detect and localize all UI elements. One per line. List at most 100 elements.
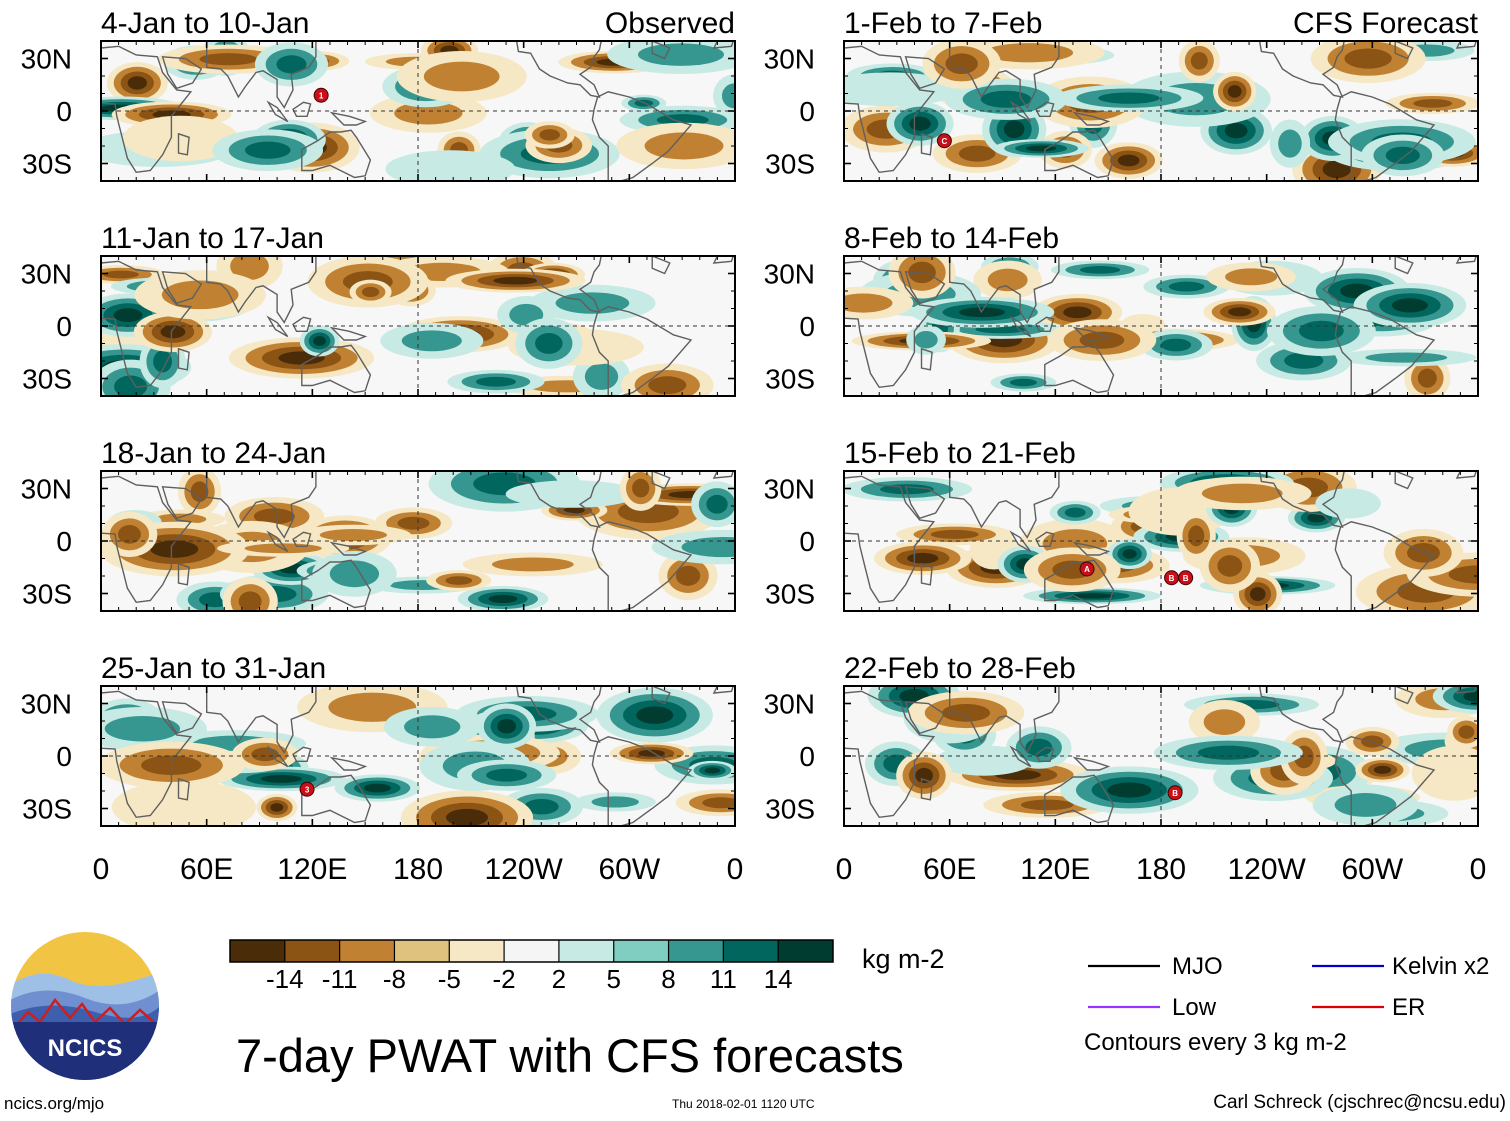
- coastline: [1258, 471, 1345, 528]
- lat-label: 30S: [765, 364, 815, 395]
- anomaly-contour: [1411, 745, 1478, 801]
- lat-label: 30S: [22, 364, 72, 395]
- anomaly-contour: [113, 308, 143, 323]
- coastline: [651, 41, 671, 60]
- storm-label: B: [1183, 574, 1189, 583]
- anomaly-contour: [1201, 483, 1283, 504]
- coastline: [1394, 256, 1414, 275]
- anomaly-contour: [446, 808, 489, 826]
- lat-label: 0: [56, 526, 72, 557]
- coastline: [920, 132, 933, 156]
- anomaly-contour: [1098, 92, 1160, 104]
- storm-label: B: [1172, 789, 1178, 798]
- coastline: [712, 41, 734, 49]
- coastline: [1044, 129, 1115, 179]
- coastline: [329, 111, 368, 126]
- anomaly-contour: [1413, 99, 1453, 108]
- map-panel: A B B 15-Feb to 21-Feb 30N 0 30S: [764, 437, 1479, 612]
- colorbar-units: kg m-2: [862, 944, 945, 974]
- anomaly-contour: [190, 481, 209, 502]
- colorbar-tick-label: 5: [606, 964, 620, 994]
- anomaly-contour: [1307, 513, 1326, 523]
- lon-label: 0: [836, 853, 853, 886]
- coastline: [1009, 315, 1032, 338]
- page-title: 7-day PWAT with CFS forecasts: [236, 1029, 904, 1082]
- anomaly-contour: [230, 256, 269, 281]
- lon-label: 120E: [1020, 853, 1090, 886]
- anomaly-contour: [1344, 48, 1392, 69]
- lat-label: 30N: [764, 44, 815, 75]
- anomaly-contour: [1284, 352, 1324, 369]
- coastline: [1009, 530, 1032, 553]
- lon-label: 60W: [598, 853, 660, 886]
- coastline: [161, 701, 203, 735]
- pwat-anomaly-field: [101, 41, 735, 181]
- contour-note: Contours every 3 kg m-2: [1084, 1029, 1347, 1056]
- anomaly-contour: [1334, 793, 1397, 817]
- anomaly-contour: [253, 508, 295, 525]
- anomaly-contour: [1407, 542, 1440, 563]
- tropical-cyclone-icon: [936, 133, 952, 149]
- coastline: [1009, 745, 1032, 768]
- pwat-anomaly-field: [844, 256, 1478, 396]
- anomaly-contour: [1168, 281, 1205, 292]
- coastline: [101, 690, 193, 819]
- anomaly-contour: [114, 375, 148, 396]
- coastline: [712, 686, 734, 694]
- lon-label: 180: [1136, 853, 1186, 886]
- colorbar-swatch: [230, 940, 286, 962]
- lat-label: 30S: [22, 579, 72, 610]
- anomaly-contour: [914, 331, 938, 349]
- panel-period-title: 25-Jan to 31-Jan: [101, 652, 326, 685]
- lat-label: 30N: [21, 689, 72, 720]
- map-panel: 1 4-Jan to 10-Jan Observed 30N 0 30S: [21, 7, 736, 182]
- lat-label: 0: [56, 741, 72, 772]
- coastline: [904, 486, 946, 520]
- anomaly-contour: [632, 478, 650, 498]
- anomaly-contour: [423, 61, 500, 92]
- coastline: [177, 562, 190, 586]
- lon-label: 60E: [180, 853, 233, 886]
- anomaly-contour: [1003, 120, 1025, 139]
- anomaly-contour: [117, 525, 141, 544]
- anomaly-contour: [721, 83, 735, 109]
- map-panel: B 22-Feb to 28-Feb 30N 0 30S 0 60E 120E 180 120W 6…: [764, 652, 1487, 886]
- lon-label: 180: [393, 853, 443, 886]
- anomaly-contour: [1249, 587, 1266, 602]
- lat-label: 30S: [22, 794, 72, 825]
- anomaly-contour: [1188, 525, 1205, 547]
- anomaly-contour: [648, 376, 687, 395]
- coastline: [329, 756, 368, 771]
- tropical-cyclone-icon: [299, 781, 315, 797]
- colorbar-tick-label: 14: [764, 964, 793, 994]
- map-panel: 18-Jan to 24-Jan 30N 0 30S: [21, 437, 736, 612]
- panel-period-title: 15-Feb to 21-Feb: [844, 437, 1076, 470]
- colorbar-frame: [229, 939, 834, 963]
- anomaly-contour: [1228, 307, 1252, 317]
- coastline: [1258, 686, 1345, 743]
- coastline: [844, 260, 936, 389]
- anomaly-contour: [1203, 709, 1246, 735]
- anomaly-contour: [844, 72, 962, 107]
- lat-label: 30S: [765, 149, 815, 180]
- column-label: CFS Forecast: [1293, 7, 1479, 40]
- anomaly-contour: [524, 798, 559, 815]
- anomaly-contour: [404, 715, 461, 739]
- anomaly-contour: [160, 325, 186, 339]
- anomaly-contour: [251, 747, 279, 762]
- anomaly-contour: [1079, 331, 1125, 349]
- lon-label: 60E: [923, 853, 976, 886]
- coastline: [844, 690, 936, 819]
- timestamp: Thu 2018-02-01 1120 UTC: [672, 1097, 815, 1111]
- coastline: [591, 91, 693, 181]
- anomaly-contour: [909, 116, 931, 131]
- coastline: [101, 260, 193, 389]
- coastline: [1394, 41, 1414, 60]
- site-link[interactable]: ncics.org/mjo: [4, 1094, 105, 1113]
- anomaly-contour: [260, 774, 302, 783]
- coastline: [177, 347, 190, 371]
- tropical-cyclone-icon: [1167, 785, 1183, 801]
- anomaly-contour: [675, 565, 701, 586]
- anomaly-contour: [363, 783, 391, 793]
